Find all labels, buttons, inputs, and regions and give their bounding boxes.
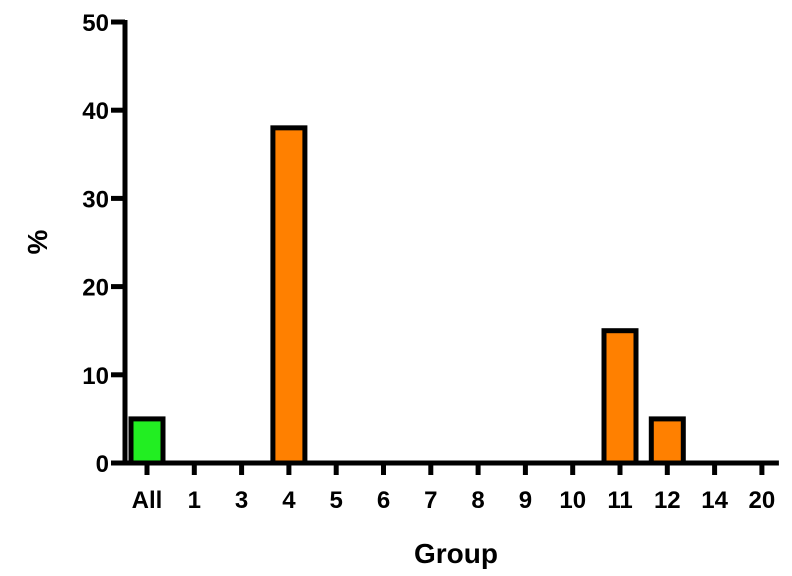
x-tick-label: 1 [188,487,201,514]
bar-12 [648,416,686,466]
x-tick-label: All [132,487,163,514]
bar-all [128,416,166,466]
x-tick-label: 10 [559,487,586,514]
bars [128,125,686,466]
y-tick-label: 40 [82,98,109,125]
x-tick-label: 9 [519,487,532,514]
y-axis: 0 10 20 30 40 50 [82,10,128,478]
x-tick-label: 7 [424,487,437,514]
x-tick-label: 14 [701,487,728,514]
x-tick-label: 11 [607,487,632,514]
x-tick-label: 8 [471,487,484,514]
y-tick-label: 0 [96,451,109,478]
x-tick-label: 12 [654,487,681,514]
y-tick-label: 10 [82,363,109,390]
x-tick-label: 4 [282,487,296,514]
y-tick-label: 50 [82,10,109,37]
y-axis-title: % [22,229,53,254]
x-axis-title: Group [414,538,498,569]
y-tick-label: 20 [82,275,109,302]
x-tick-label: 3 [235,487,248,514]
bar-11 [601,328,639,466]
x-axis: All 1 3 4 5 6 7 8 9 10 11 12 14 20 [123,460,779,514]
x-tick-label: 5 [330,487,343,514]
y-tick-label: 30 [82,186,109,213]
x-tick-label: 20 [749,487,776,514]
x-tick-label: 6 [377,487,390,514]
bar-4 [270,125,308,466]
